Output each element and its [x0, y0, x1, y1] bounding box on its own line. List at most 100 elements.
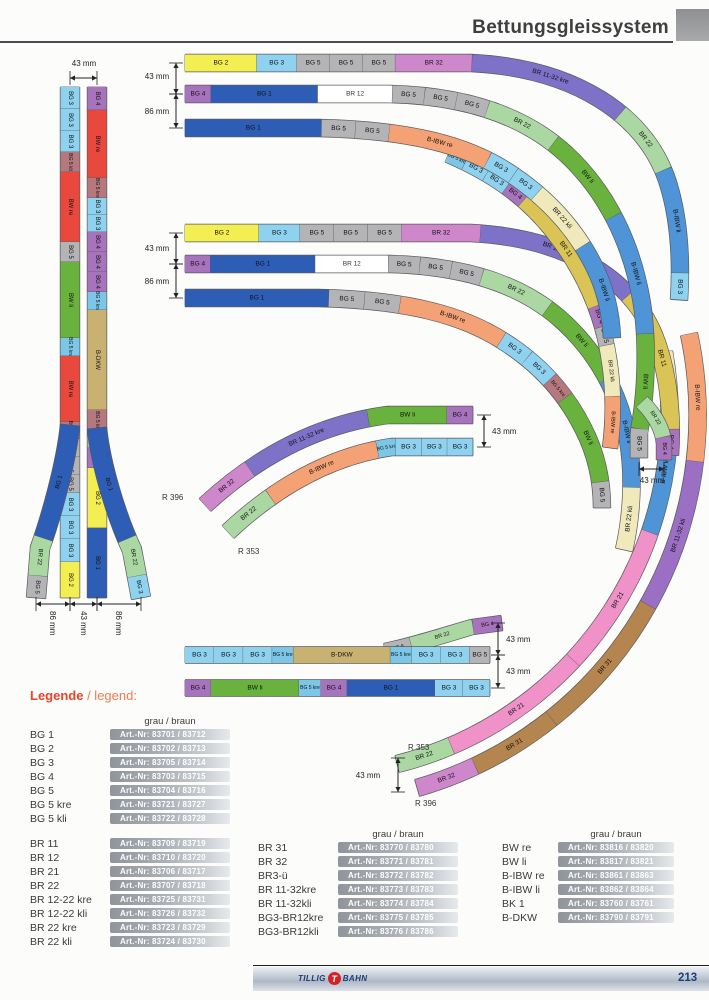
legend-item-label: BR 11-32kli	[258, 897, 312, 910]
segment-label: BG 5	[636, 436, 643, 451]
legend-item-label: BK 1	[502, 897, 525, 910]
legend-item-label: BR 11	[30, 837, 59, 850]
segment-label: BR 32	[432, 230, 450, 237]
legend-item-label: BR 12-22 kre	[30, 893, 92, 906]
segment-label: BR 12	[343, 261, 361, 268]
segment-label: BG 4	[327, 685, 342, 692]
segment-br-11-32-kli	[640, 460, 704, 610]
segment-bg-5	[454, 92, 490, 118]
legend-title-de: Legende	[30, 688, 84, 703]
segment-label: BW li	[67, 293, 73, 307]
segment-label: BR 11	[656, 349, 667, 368]
legend-item-label: BG 4	[30, 770, 54, 783]
segment-br-22	[222, 490, 276, 539]
radius-label: R 353	[408, 743, 430, 752]
legend-row: B-IBW li Art.-Nr: 83862 / 83864	[502, 884, 674, 896]
segment-label: BG 4	[94, 92, 100, 106]
legend-item-label: BR 12	[30, 851, 60, 864]
legend-item-label: BR 22 kre	[30, 921, 77, 934]
legend-item-label: BW li	[502, 855, 527, 868]
legend-row: B-DKW Art.-Nr: 83790 / 83791	[502, 912, 674, 924]
article-number-pill: Art.-Nr: 83703 / 83715	[110, 771, 230, 782]
segment-bg-5-kre	[543, 373, 572, 404]
article-number-pill: Art.-Nr: 83774 / 83784	[338, 898, 458, 909]
article-number-pill: Art.-Nr: 83710 / 83720	[110, 852, 230, 863]
article-number-pill: Art.-Nr: 83707 / 83718	[110, 880, 230, 891]
legend-item-label: BR 22	[30, 879, 60, 892]
header-rule	[0, 41, 673, 44]
segment-label: BG 5	[371, 60, 386, 67]
segment-label: BR 22 kli	[606, 360, 615, 383]
segment-label: BG 3	[469, 685, 484, 692]
segment-br-11-32-kre	[471, 54, 626, 121]
legend-row: BR 22 kli Art.-Nr: 83724 / 83730	[30, 936, 230, 948]
segment-label: BG 5	[598, 487, 606, 503]
segment-br-21	[447, 654, 580, 754]
segment-br-22	[28, 535, 53, 577]
segment-label: BG 1	[104, 477, 114, 492]
legend-row: BR 12-22 kli Art.-Nr: 83726 / 83732	[30, 908, 230, 920]
segment-label: BG 3	[221, 652, 236, 659]
segment-bw-li	[542, 301, 616, 384]
segment-label: BW re	[67, 199, 73, 216]
segment-br-22	[636, 396, 671, 440]
segment-label: B-DKW	[331, 652, 354, 659]
segment-label: BG 4	[191, 91, 206, 98]
segment-label: BG 2	[94, 491, 100, 505]
segment-bw-li	[558, 393, 609, 484]
article-number-pill: Art.-Nr: 83772 / 83782	[338, 870, 458, 881]
legend-group-bg: BG 1 Art.-Nr: 83701 / 83712 BG 2 Art.-Nr: 8…	[30, 729, 230, 827]
legend-row: BW li Art.-Nr: 83817 / 83821	[502, 855, 674, 868]
legend-item-label: BG 5	[30, 784, 54, 797]
page-number: 213	[678, 972, 698, 984]
dimension-label: 43 mm	[145, 244, 170, 253]
segment-label: BG 3	[427, 444, 442, 451]
legend-item-label: BR 32	[258, 855, 288, 868]
segment-label: BW li	[641, 374, 649, 390]
segment-b-ibw-li	[605, 212, 654, 335]
segment-br-31	[545, 600, 656, 726]
legend-row: BG 5 Art.-Nr: 83704 / 83716	[30, 784, 230, 797]
segment-label: BG 3	[448, 652, 463, 659]
segment-label: BG 2	[215, 230, 230, 237]
segment-label: BG 1	[384, 685, 399, 692]
article-number-pill: Art.-Nr: 83701 / 83712	[110, 729, 230, 740]
segment-label: BG 5	[401, 91, 417, 99]
segment-label: BG 5	[331, 125, 346, 133]
segment-label: BG 3	[67, 135, 73, 149]
article-number-pill: Art.-Nr: 83721 / 83727	[110, 799, 230, 810]
segment-bg-5-kre	[444, 148, 469, 170]
article-number-pill: Art.-Nr: 83790 / 83791	[558, 912, 674, 923]
article-number-pill: Art.-Nr: 83709 / 83719	[110, 838, 230, 849]
legend-item-label: BG3-BR12kre	[258, 911, 324, 924]
brand-right: BAHN	[342, 974, 368, 983]
segment-label: BG 3	[269, 60, 284, 67]
segment-label: BG 5	[472, 652, 487, 659]
segment-label: BG 4	[94, 275, 100, 289]
legend-item-label: BG 3	[30, 756, 54, 769]
article-number-pill: Art.-Nr: 83776 / 83786	[338, 926, 458, 937]
segment-label: BG 3	[67, 113, 73, 127]
segment-label: BW re	[94, 136, 100, 153]
article-number-pill: Art.-Nr: 83817 / 83821	[558, 856, 674, 867]
header-corner-block	[676, 9, 709, 41]
article-number-pill: Art.-Nr: 83775 / 83785	[338, 912, 458, 923]
legend-col-header-1: grau / braun	[144, 716, 196, 727]
dimension-label: 86 mm	[114, 611, 123, 636]
article-number-pill: Art.-Nr: 83725 / 83731	[110, 894, 230, 905]
segment-bg-5	[630, 428, 649, 458]
legend-item-label: BR3-ü	[258, 869, 288, 882]
segment-bg-3	[127, 574, 151, 600]
segment-bg-5	[26, 575, 48, 599]
segment-label: BR 12	[346, 91, 364, 98]
segment-b-ibw-re	[602, 396, 621, 449]
segment-label: BG 5 kre	[67, 337, 73, 357]
segment-label: BR 22	[129, 548, 138, 566]
segment-br-22-kli	[531, 187, 590, 251]
segment-label: BG 5 kre	[273, 652, 293, 658]
segment-label: BG 4	[593, 308, 604, 325]
segment-label: BR 32	[425, 60, 443, 67]
legend-row: BR 11-32kli Art.-Nr: 83774 / 83784	[258, 897, 458, 910]
legend-row: BR 12 Art.-Nr: 83710 / 83720	[30, 851, 230, 864]
